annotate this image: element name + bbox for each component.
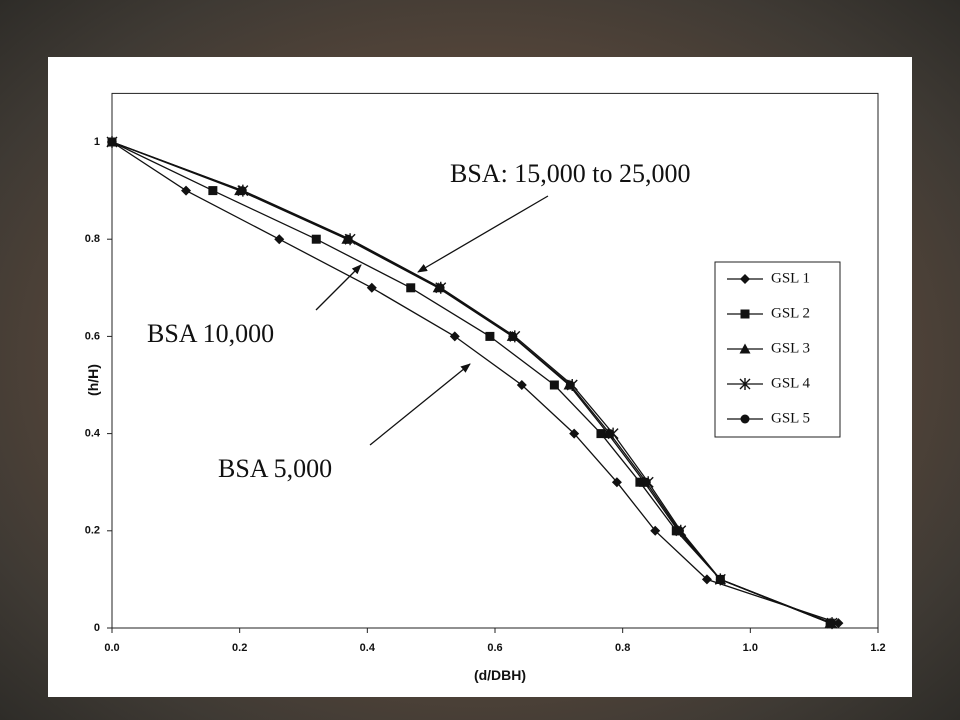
y-tick-label: 1 (94, 136, 100, 148)
marker (650, 525, 661, 536)
x-tick-label: 0.8 (615, 642, 630, 654)
marker (485, 331, 495, 341)
marker (605, 429, 615, 439)
x-axis-label: (d/DBH) (474, 667, 526, 683)
annotation-arrow (369, 363, 471, 446)
marker (449, 331, 460, 342)
marker (715, 574, 725, 584)
marker (641, 477, 651, 487)
marker (208, 186, 218, 196)
legend-label: GSL 1 (771, 270, 810, 286)
marker (549, 380, 559, 390)
marker (107, 137, 117, 147)
legend-marker (739, 343, 751, 354)
y-axis-label: (h/H) (85, 364, 101, 396)
marker (635, 477, 645, 487)
y-tick-label: 0.6 (85, 330, 100, 342)
legend-marker (740, 414, 750, 424)
y-tick-label: 0.2 (85, 525, 100, 537)
marker (366, 282, 377, 293)
marker (611, 477, 622, 488)
marker (406, 283, 416, 293)
marker (274, 234, 285, 245)
marker (826, 618, 836, 628)
marker (237, 186, 247, 196)
marker (516, 380, 527, 390)
x-tick-label: 0.0 (104, 642, 119, 654)
marker (833, 618, 844, 629)
marker (565, 380, 575, 390)
y-tick-label: 0.4 (85, 428, 101, 440)
legend-label: GSL 2 (771, 305, 810, 321)
annotation-arrow (315, 264, 362, 311)
legend-label: GSL 4 (771, 375, 811, 391)
legend-label: GSL 5 (771, 410, 810, 426)
legend-marker (739, 378, 751, 390)
marker (701, 574, 712, 585)
annotation-arrow (417, 195, 549, 273)
marker (311, 234, 321, 244)
marker (508, 331, 518, 341)
x-tick-label: 1.2 (870, 642, 885, 654)
legend-label: GSL 3 (771, 340, 810, 356)
marker (596, 429, 606, 439)
x-tick-label: 0.2 (232, 642, 247, 654)
marker (181, 185, 192, 196)
x-tick-label: 0.4 (360, 642, 376, 654)
marker (674, 526, 684, 536)
legend-marker (740, 274, 750, 284)
annotation: BSA 10,000 (147, 319, 274, 348)
y-tick-label: 0.8 (85, 233, 100, 245)
x-tick-label: 0.6 (487, 642, 502, 654)
annotation: BSA: 15,000 to 25,000 (450, 159, 691, 188)
x-tick-label: 1.0 (743, 642, 758, 654)
y-tick-label: 0 (94, 622, 100, 634)
marker (343, 234, 353, 244)
marker (435, 283, 445, 293)
legend-marker (740, 309, 750, 319)
annotation: BSA 5,000 (218, 454, 332, 483)
marker (569, 428, 580, 439)
